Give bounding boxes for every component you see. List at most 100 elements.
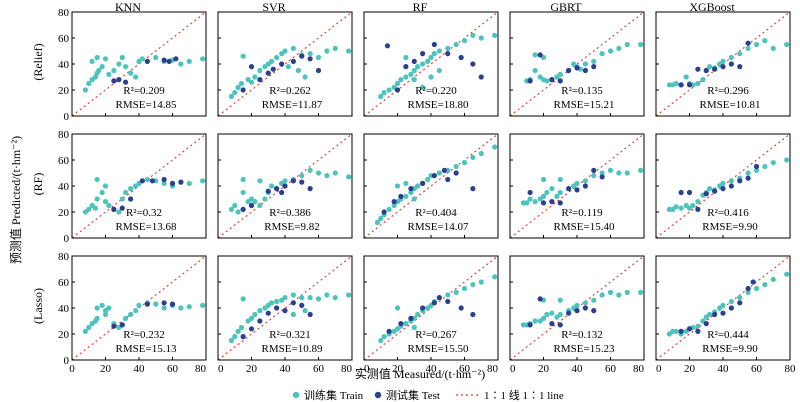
test-point xyxy=(703,191,709,197)
test-point xyxy=(290,300,296,306)
train-point xyxy=(136,58,142,64)
train-point xyxy=(461,285,468,292)
test-point xyxy=(384,43,391,49)
test-point xyxy=(240,334,246,340)
test-point xyxy=(678,82,684,88)
train-point xyxy=(532,199,538,205)
test-point xyxy=(144,58,150,64)
test-point xyxy=(695,206,701,212)
x-tick-label: 80 xyxy=(341,363,353,375)
legend-line-label: 1∶1 线 1∶1 line xyxy=(484,388,564,402)
train-point xyxy=(178,305,184,311)
test-point xyxy=(307,56,313,62)
train-point xyxy=(235,209,241,215)
x-tick-label: 0 xyxy=(656,363,662,375)
y-tick-label: 0 xyxy=(64,233,70,245)
x-tick-label: 80 xyxy=(487,363,499,375)
train-point xyxy=(332,45,338,52)
train-point xyxy=(549,310,555,316)
train-point xyxy=(238,80,245,87)
rmse-label: RMSE=15.50 xyxy=(408,343,469,355)
test-point xyxy=(408,315,414,321)
train-point xyxy=(252,74,258,80)
train-point xyxy=(683,74,689,80)
train-point xyxy=(394,80,401,87)
r2-label: R²=0.267 xyxy=(415,329,457,341)
train-point xyxy=(374,219,380,225)
test-point xyxy=(537,296,543,302)
train-point xyxy=(232,202,238,209)
train-point xyxy=(728,178,734,184)
train-point xyxy=(307,295,313,301)
x-tick-label: 60 xyxy=(167,363,179,375)
train-point xyxy=(240,189,246,196)
test-point xyxy=(144,301,150,307)
train-point xyxy=(102,311,109,318)
legend-train-label: 训练集 Train xyxy=(304,388,364,402)
r2-label: R²=0.444 xyxy=(707,329,749,341)
test-point xyxy=(265,70,271,76)
x-tick-label: 40 xyxy=(280,363,292,375)
train-point xyxy=(269,183,275,189)
train-point xyxy=(532,318,538,324)
test-point xyxy=(279,61,285,67)
rmse-label: RMSE=9.82 xyxy=(264,221,319,233)
train-point xyxy=(624,170,630,176)
test-point xyxy=(248,64,255,70)
train-point xyxy=(403,321,409,327)
train-point xyxy=(398,77,404,83)
test-point xyxy=(470,186,476,192)
test-point xyxy=(128,196,134,202)
train-point xyxy=(119,196,125,202)
test-point xyxy=(591,308,597,314)
x-tick-label: 40 xyxy=(426,363,438,375)
train-point xyxy=(770,276,776,282)
train-point xyxy=(753,167,760,173)
train-point xyxy=(624,41,630,48)
train-point xyxy=(324,173,330,179)
train-point xyxy=(492,274,498,280)
train-point xyxy=(200,302,206,308)
train-point xyxy=(554,193,560,199)
train-point xyxy=(737,295,743,301)
train-point xyxy=(678,205,684,211)
train-point xyxy=(307,167,313,173)
test-point xyxy=(574,308,580,314)
model-title-rf: RF xyxy=(413,0,428,14)
test-point xyxy=(445,51,451,57)
train-point xyxy=(557,297,563,303)
train-point xyxy=(557,189,563,196)
train-point xyxy=(228,206,234,212)
train-point xyxy=(492,144,498,150)
test-point xyxy=(436,295,442,301)
y-axis-label: 预测值 Predicted/(t·hm⁻²) xyxy=(8,136,23,264)
train-point xyxy=(425,58,431,64)
train-point xyxy=(257,202,263,209)
train-point xyxy=(94,176,100,183)
y-tick-label: 20 xyxy=(58,329,70,341)
train-point xyxy=(257,178,263,184)
test-point xyxy=(391,199,397,205)
train-point xyxy=(403,54,409,61)
train-point xyxy=(408,189,414,196)
train-point xyxy=(200,178,206,184)
test-point xyxy=(282,308,288,314)
train-point xyxy=(607,48,614,54)
test-point xyxy=(111,323,117,329)
train-point xyxy=(707,64,713,70)
train-point xyxy=(591,58,597,64)
train-point xyxy=(346,292,352,298)
y-tick-label: 20 xyxy=(58,85,70,97)
train-point xyxy=(119,54,125,61)
train-point xyxy=(290,311,296,318)
row-label-relief: (Relief) xyxy=(31,43,45,80)
x-tick-label: 20 xyxy=(392,363,404,375)
test-point xyxy=(166,58,172,64)
train-point xyxy=(133,74,139,80)
train-point xyxy=(453,289,459,295)
train-point xyxy=(532,67,538,74)
train-point xyxy=(99,64,105,70)
train-point xyxy=(728,54,734,61)
test-point xyxy=(478,74,484,80)
